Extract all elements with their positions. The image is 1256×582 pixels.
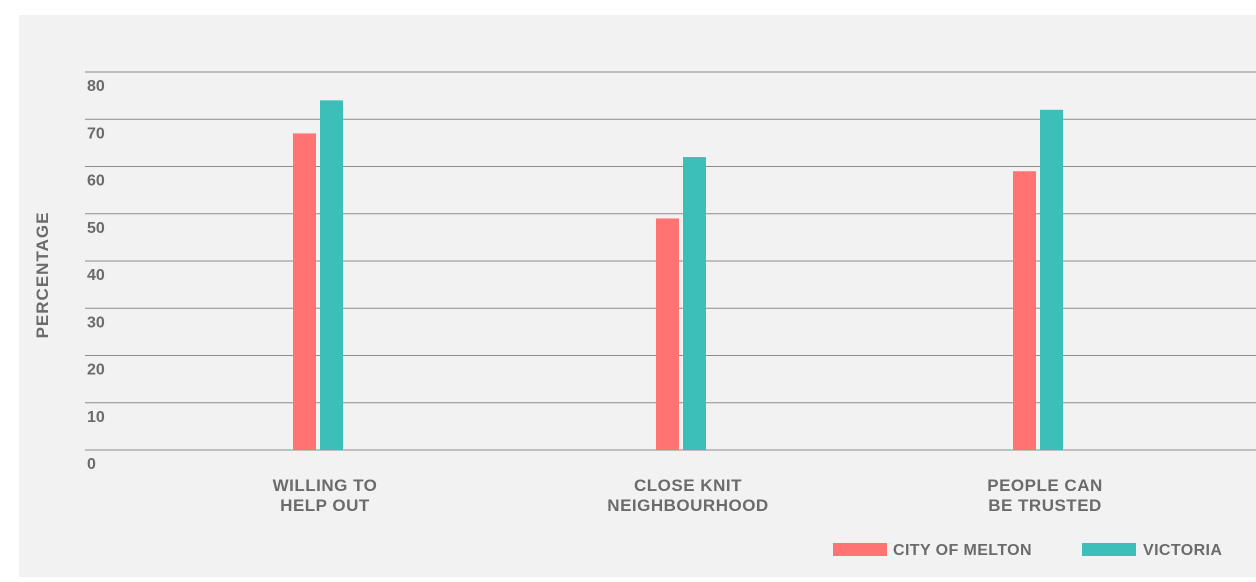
legend: CITY OF MELTON VICTORIA (833, 542, 1222, 559)
bars (293, 100, 1063, 451)
x-category-label: WILLING TO (273, 476, 378, 495)
y-tick-label: 80 (87, 78, 105, 95)
x-category-label: CLOSE KNIT (634, 476, 742, 495)
y-tick-label: 20 (87, 362, 105, 379)
bar-victoria (320, 100, 343, 450)
x-category-label: BE TRUSTED (988, 496, 1102, 515)
y-tick-label: 30 (87, 314, 105, 331)
x-category-label: HELP OUT (280, 496, 370, 515)
bar-city-of-melton (656, 218, 679, 450)
legend-swatch (833, 543, 887, 556)
bar-victoria (1040, 109, 1063, 451)
legend-label: VICTORIA (1143, 542, 1222, 559)
y-tick-label: 10 (87, 409, 105, 426)
x-category-label: NEIGHBOURHOOD (607, 496, 768, 515)
y-tick-label: 50 (87, 220, 105, 237)
x-category-label: PEOPLE CAN (987, 476, 1103, 495)
y-tick-label: 0 (87, 456, 96, 473)
legend-label: CITY OF MELTON (893, 542, 1032, 559)
bar-victoria (683, 157, 706, 451)
y-tick-label: 40 (87, 267, 105, 284)
bar-city-of-melton (293, 133, 316, 451)
y-tick-labels: 0 10 20 30 40 50 60 70 80 (87, 78, 105, 473)
legend-swatch (1082, 543, 1136, 556)
bar-city-of-melton (1013, 171, 1036, 450)
y-axis-title: PERCENTAGE (33, 212, 52, 339)
y-tick-label: 70 (87, 125, 105, 142)
y-tick-label: 60 (87, 173, 105, 190)
